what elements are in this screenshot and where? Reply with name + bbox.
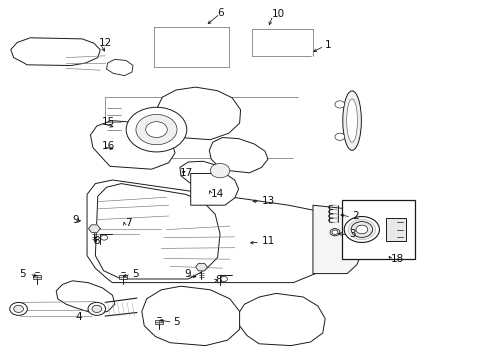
Circle shape xyxy=(334,133,344,140)
Bar xyxy=(386,218,405,241)
Circle shape xyxy=(344,217,379,243)
Polygon shape xyxy=(90,121,175,169)
Text: 15: 15 xyxy=(102,117,115,127)
Circle shape xyxy=(10,302,27,315)
Bar xyxy=(155,320,163,324)
Circle shape xyxy=(92,305,102,312)
Ellipse shape xyxy=(342,91,361,150)
Text: 10: 10 xyxy=(271,9,284,19)
Circle shape xyxy=(210,163,229,178)
Bar xyxy=(342,200,414,259)
Polygon shape xyxy=(87,180,342,283)
Polygon shape xyxy=(11,38,100,66)
Text: 1: 1 xyxy=(325,40,331,50)
Text: 9: 9 xyxy=(72,215,79,225)
Text: 5: 5 xyxy=(132,269,139,279)
Text: 17: 17 xyxy=(180,168,193,178)
Bar xyxy=(33,275,41,279)
Polygon shape xyxy=(95,184,220,279)
Circle shape xyxy=(126,107,186,152)
Text: 13: 13 xyxy=(261,196,274,206)
Circle shape xyxy=(88,302,105,315)
Text: 12: 12 xyxy=(99,38,112,48)
Circle shape xyxy=(347,220,375,240)
Text: 4: 4 xyxy=(76,312,82,322)
Polygon shape xyxy=(142,286,239,346)
Text: 16: 16 xyxy=(102,141,115,151)
Polygon shape xyxy=(157,87,240,140)
Text: 5: 5 xyxy=(173,317,180,327)
Text: 11: 11 xyxy=(261,236,274,246)
Bar xyxy=(119,275,127,279)
Circle shape xyxy=(136,114,177,145)
Circle shape xyxy=(329,229,339,236)
Circle shape xyxy=(334,101,344,108)
Circle shape xyxy=(145,122,167,138)
Circle shape xyxy=(331,230,337,234)
Text: 2: 2 xyxy=(351,211,358,221)
Text: 3: 3 xyxy=(349,229,356,239)
Polygon shape xyxy=(190,174,238,205)
Circle shape xyxy=(355,225,367,234)
Text: 18: 18 xyxy=(390,254,404,264)
Text: 8: 8 xyxy=(93,236,100,246)
Ellipse shape xyxy=(346,99,357,142)
Polygon shape xyxy=(56,281,115,314)
Polygon shape xyxy=(88,225,100,232)
Circle shape xyxy=(14,305,23,312)
Polygon shape xyxy=(312,205,361,274)
Polygon shape xyxy=(209,138,267,173)
Circle shape xyxy=(220,276,227,282)
Text: 6: 6 xyxy=(217,8,224,18)
Polygon shape xyxy=(238,293,325,346)
Polygon shape xyxy=(195,264,207,271)
Text: 5: 5 xyxy=(20,269,26,279)
Circle shape xyxy=(101,235,107,240)
Text: 8: 8 xyxy=(215,275,222,285)
Text: 9: 9 xyxy=(184,269,191,279)
Text: 7: 7 xyxy=(124,218,131,228)
Polygon shape xyxy=(180,161,222,184)
Polygon shape xyxy=(106,59,133,76)
Circle shape xyxy=(350,222,372,238)
Text: 14: 14 xyxy=(211,189,224,199)
